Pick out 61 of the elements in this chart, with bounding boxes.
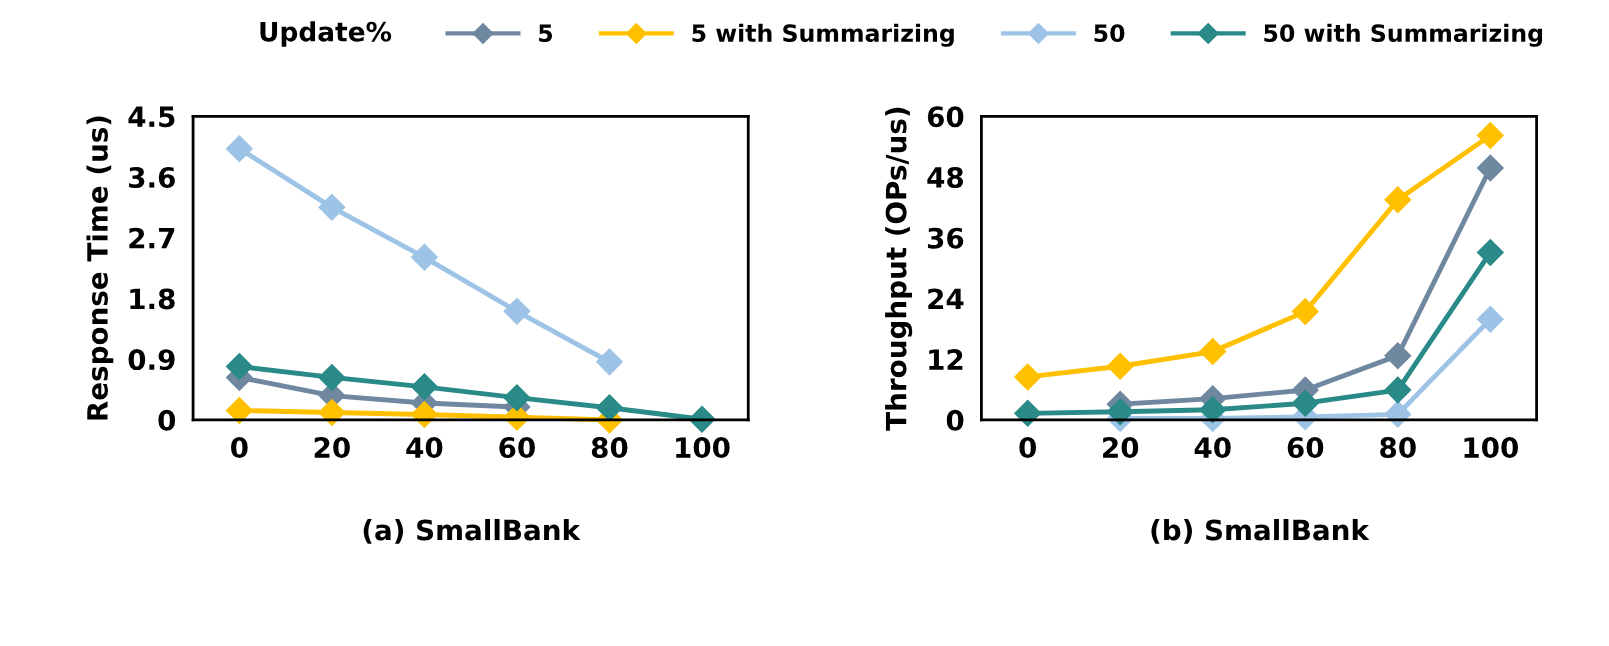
point bbox=[318, 363, 346, 391]
x-tick-label: 60 bbox=[499, 437, 535, 459]
legend-title: Update% bbox=[260, 21, 392, 47]
y-tick-label: 60 bbox=[927, 106, 964, 128]
x-tick-label: 80 bbox=[1380, 437, 1416, 459]
point bbox=[503, 297, 531, 325]
point bbox=[1106, 352, 1134, 380]
point bbox=[503, 384, 531, 412]
point bbox=[318, 193, 346, 221]
point bbox=[1384, 342, 1412, 370]
y-tick-label: 4.5 bbox=[128, 106, 175, 128]
point bbox=[1476, 154, 1504, 182]
y-axis-title: Throughput (OPs/us) bbox=[885, 107, 913, 431]
legend-label: 5 bbox=[539, 24, 553, 43]
point bbox=[1384, 186, 1412, 214]
y-tick-label: 2.7 bbox=[129, 227, 175, 249]
point bbox=[225, 353, 253, 381]
point bbox=[410, 373, 438, 401]
point bbox=[225, 396, 253, 424]
point bbox=[1199, 396, 1227, 424]
y-tick-label: 0.9 bbox=[128, 349, 175, 371]
point bbox=[595, 348, 623, 376]
x-axis-title: (a) SmallBank bbox=[363, 519, 581, 544]
y-tick-label: 0 bbox=[946, 409, 964, 431]
point bbox=[1476, 238, 1504, 266]
x-axis-title: (b) SmallBank bbox=[1151, 519, 1370, 544]
y-tick-label: 0 bbox=[158, 409, 176, 431]
x-tick-label: 20 bbox=[314, 437, 350, 459]
x-tick-label: 80 bbox=[591, 437, 628, 459]
point bbox=[1476, 122, 1504, 149]
y-tick-label: 12 bbox=[929, 349, 963, 370]
point bbox=[1291, 389, 1319, 417]
y-tick-label: 36 bbox=[927, 227, 964, 249]
legend-label: 5 with Summarizing bbox=[692, 23, 954, 47]
point bbox=[318, 399, 346, 426]
point bbox=[1291, 298, 1319, 326]
x-tick-label: 0 bbox=[231, 437, 248, 459]
x-tick-label: 40 bbox=[1194, 437, 1231, 459]
x-tick-label: 100 bbox=[676, 437, 730, 459]
point bbox=[1199, 338, 1227, 366]
point bbox=[1476, 305, 1504, 333]
y-axis-title: Response Time (us) bbox=[86, 116, 114, 420]
x-tick-label: 40 bbox=[406, 437, 443, 459]
legend-label: 50 bbox=[1094, 24, 1125, 43]
x-tick-label: 100 bbox=[1464, 437, 1518, 459]
point bbox=[595, 394, 623, 422]
legend-label: 50 with Summarizing bbox=[1264, 23, 1543, 47]
x-tick-label: 20 bbox=[1103, 437, 1139, 459]
point bbox=[1014, 363, 1042, 391]
point bbox=[1384, 400, 1412, 428]
x-tick-label: 60 bbox=[1287, 437, 1324, 459]
x-tick-label: 0 bbox=[1019, 437, 1037, 459]
point bbox=[1384, 376, 1412, 404]
y-tick-label: 1.8 bbox=[130, 288, 175, 310]
y-tick-label: 48 bbox=[927, 166, 964, 188]
point bbox=[1106, 398, 1134, 426]
point bbox=[410, 243, 438, 271]
point bbox=[1014, 399, 1042, 427]
y-tick-label: 3.6 bbox=[129, 166, 175, 188]
point bbox=[225, 135, 253, 163]
y-tick-label: 24 bbox=[928, 288, 964, 310]
